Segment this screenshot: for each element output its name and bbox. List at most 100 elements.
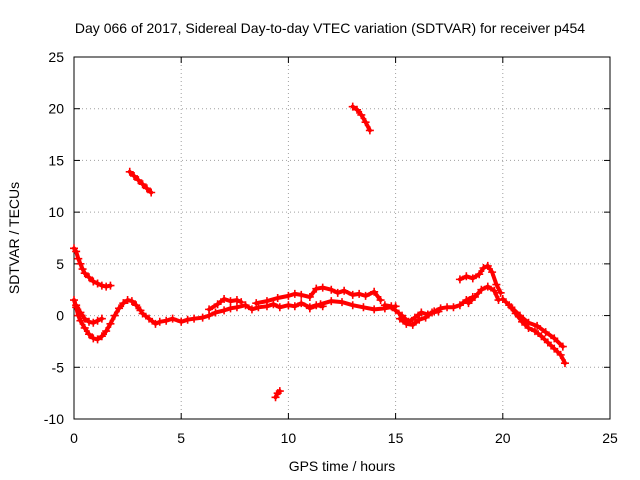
data-point: [455, 275, 464, 284]
data-point: [488, 268, 497, 277]
series-arc-early-low: [70, 296, 145, 344]
data-point: [408, 320, 417, 329]
data-point: [275, 387, 284, 396]
data-point: [560, 359, 569, 368]
data-point: [462, 272, 471, 281]
data-point: [490, 286, 499, 295]
data-point: [127, 297, 136, 306]
data-point: [97, 281, 106, 290]
data-point: [464, 299, 473, 308]
data-point: [340, 286, 349, 295]
data-point: [353, 105, 362, 114]
data-point: [74, 254, 83, 263]
data-point: [477, 285, 486, 294]
data-point: [168, 314, 177, 323]
data-point: [93, 335, 102, 344]
data-point: [269, 300, 278, 309]
data-point: [558, 342, 567, 351]
data-point: [380, 301, 389, 310]
data-point: [232, 296, 241, 305]
data-point: [515, 311, 524, 320]
data-point: [297, 290, 306, 299]
data-point: [211, 308, 220, 317]
series-trace: [127, 169, 154, 195]
x-tick-label: 0: [70, 430, 78, 446]
data-point: [220, 295, 229, 304]
y-axis: -10 -5 0 5 10 15 20 25: [44, 49, 610, 427]
data-point: [89, 277, 98, 286]
data-point: [550, 334, 559, 343]
y-tick-label: -5: [52, 359, 65, 375]
y-tick-label: 25: [48, 49, 64, 65]
data-point: [262, 297, 271, 306]
data-point: [142, 184, 151, 193]
data-point: [338, 298, 346, 307]
data-point: [198, 313, 207, 322]
data-point: [72, 301, 81, 310]
data-point: [106, 319, 115, 328]
data-point: [475, 270, 484, 279]
data-point: [492, 280, 501, 289]
data-point: [226, 297, 235, 306]
data-point: [134, 176, 143, 185]
data-point: [428, 308, 437, 317]
data-point: [85, 317, 94, 326]
data-point: [533, 321, 542, 330]
series-arc-late-upper: [507, 303, 567, 351]
data-point: [370, 305, 379, 314]
data-point: [556, 350, 565, 359]
data-point: [290, 302, 299, 311]
data-point: [232, 303, 241, 312]
data-point: [97, 332, 106, 341]
data-point: [247, 305, 256, 314]
data-point: [93, 316, 102, 325]
data-point: [80, 323, 89, 332]
data-point: [123, 296, 132, 305]
data-point: [138, 309, 147, 318]
data-point: [252, 299, 261, 308]
series-arc-peak-19: [455, 261, 505, 297]
data-point: [316, 300, 325, 309]
data-point: [421, 313, 430, 322]
data-point: [410, 313, 419, 322]
data-point: [305, 304, 314, 313]
data-point: [327, 297, 336, 306]
y-tick-label: 10: [48, 204, 64, 220]
data-point: [102, 282, 111, 291]
x-tick-label: 20: [495, 430, 511, 446]
data-point: [76, 308, 85, 317]
y-tick-label: 20: [48, 101, 64, 117]
grid: [74, 57, 610, 419]
data-point: [348, 290, 357, 299]
series-arc-peak-19-lower: [464, 282, 503, 308]
data-point: [78, 265, 87, 274]
data-point: [190, 314, 199, 323]
data-point: [417, 308, 426, 317]
data-point: [97, 314, 106, 323]
data-point: [85, 273, 94, 282]
data-point: [507, 303, 516, 312]
data-point: [119, 299, 128, 308]
data-point: [479, 263, 488, 272]
data-point: [132, 301, 141, 310]
data-point: [370, 287, 379, 296]
y-tick-label: -10: [44, 411, 64, 427]
data-point: [312, 284, 321, 293]
data-point: [395, 314, 404, 323]
data-point: [85, 330, 94, 339]
data-point: [402, 319, 411, 328]
data-point: [125, 167, 134, 176]
data-point: [543, 338, 552, 347]
data-point: [138, 180, 147, 189]
data-point: [357, 110, 366, 119]
series-arc-14: [125, 167, 156, 197]
data-points: [70, 102, 569, 402]
data-point: [273, 293, 282, 302]
series-arc-late-decline: [498, 295, 569, 368]
data-point: [361, 118, 370, 127]
series-arc-baseline: [138, 299, 327, 328]
data-point: [226, 304, 235, 313]
data-point: [177, 317, 186, 326]
data-point: [327, 285, 336, 294]
data-point: [496, 288, 505, 297]
